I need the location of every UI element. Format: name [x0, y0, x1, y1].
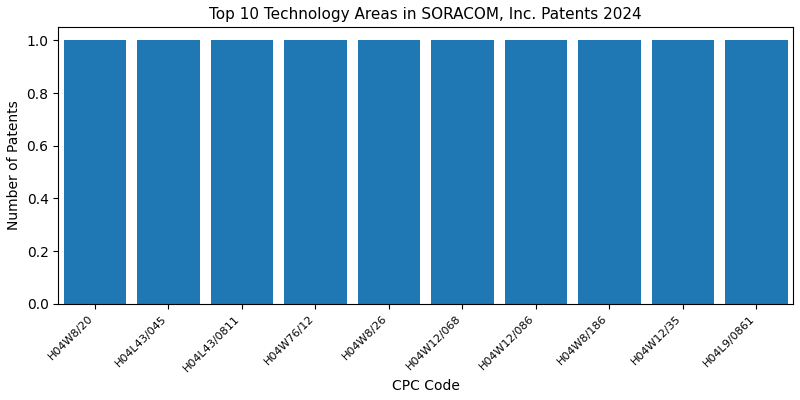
Bar	[505, 40, 567, 304]
X-axis label: CPC Code: CPC Code	[392, 379, 459, 393]
Bar	[210, 40, 273, 304]
Title: Top 10 Technology Areas in SORACOM, Inc. Patents 2024: Top 10 Technology Areas in SORACOM, Inc.…	[210, 7, 642, 22]
Bar	[431, 40, 494, 304]
Bar	[138, 40, 200, 304]
Bar	[725, 40, 787, 304]
Y-axis label: Number of Patents: Number of Patents	[7, 101, 21, 230]
Bar	[284, 40, 346, 304]
Bar	[64, 40, 126, 304]
Bar	[358, 40, 420, 304]
Bar	[652, 40, 714, 304]
Bar	[578, 40, 641, 304]
